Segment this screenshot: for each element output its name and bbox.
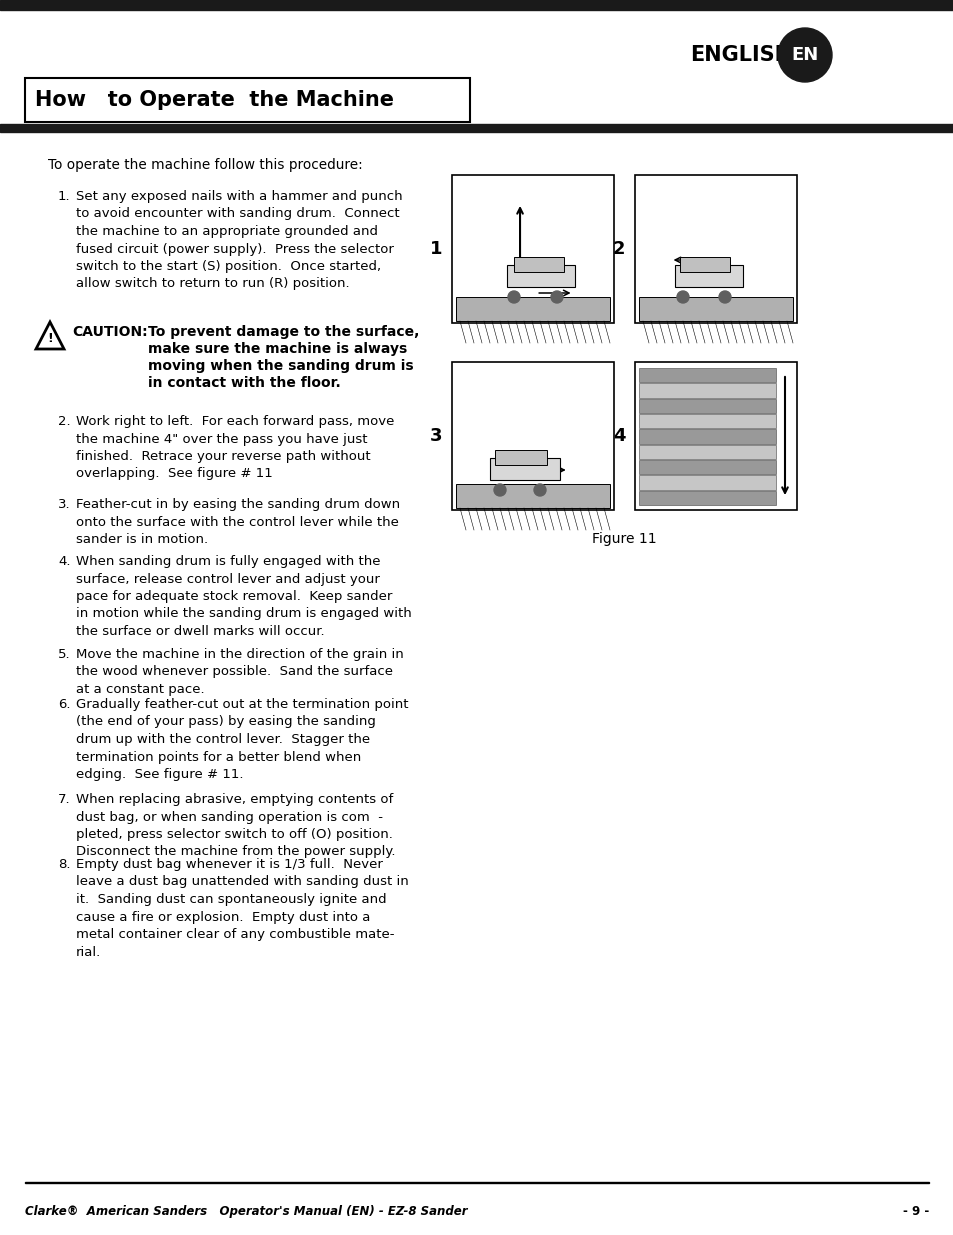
- Circle shape: [677, 291, 688, 303]
- Circle shape: [494, 484, 505, 496]
- Bar: [25, 1182, 928, 1183]
- Bar: [635, 175, 796, 324]
- Text: Empty dust bag whenever it is 1/3 full.  Never
leave a dust bag unattended with : Empty dust bag whenever it is 1/3 full. …: [76, 858, 408, 958]
- Text: ENGLISH: ENGLISH: [689, 44, 791, 65]
- Bar: [639, 430, 775, 443]
- Bar: [639, 296, 792, 321]
- Circle shape: [507, 291, 519, 303]
- Text: Set any exposed nails with a hammer and punch
to avoid encounter with sanding dr: Set any exposed nails with a hammer and …: [76, 190, 402, 290]
- Text: EN: EN: [791, 46, 818, 64]
- Text: Move the machine in the direction of the grain in
the wood whenever possible.  S: Move the machine in the direction of the…: [76, 648, 403, 697]
- Bar: [639, 490, 775, 505]
- Bar: [456, 484, 609, 508]
- Text: When sanding drum is fully engaged with the
surface, release control lever and a: When sanding drum is fully engaged with …: [76, 555, 412, 638]
- Bar: [639, 399, 775, 412]
- Text: 6.: 6.: [58, 698, 71, 711]
- Bar: [25, 78, 470, 122]
- Text: Work right to left.  For each forward pass, move
the machine 4" over the pass yo: Work right to left. For each forward pas…: [76, 415, 394, 480]
- Bar: [0, 124, 953, 132]
- Text: 1.: 1.: [58, 190, 71, 203]
- Bar: [635, 362, 796, 510]
- Text: make sure the machine is always: make sure the machine is always: [148, 342, 407, 356]
- Bar: [490, 458, 559, 480]
- Bar: [639, 383, 775, 398]
- Bar: [639, 445, 775, 459]
- Text: 2.: 2.: [58, 415, 71, 429]
- Bar: [639, 475, 775, 489]
- Text: How   to Operate  the Machine: How to Operate the Machine: [35, 90, 394, 110]
- Text: To operate the machine follow this procedure:: To operate the machine follow this proce…: [48, 158, 362, 172]
- Text: - 9 -: - 9 -: [902, 1205, 928, 1218]
- Text: Figure 11: Figure 11: [592, 532, 656, 546]
- Text: Gradually feather-cut out at the termination point
(the end of your pass) by eas: Gradually feather-cut out at the termina…: [76, 698, 408, 781]
- Text: 8.: 8.: [58, 858, 71, 871]
- Bar: [675, 266, 742, 287]
- Bar: [639, 459, 775, 474]
- Circle shape: [778, 28, 831, 82]
- Bar: [639, 414, 775, 429]
- Bar: [452, 362, 614, 510]
- Text: 4: 4: [612, 427, 624, 445]
- Bar: [0, 0, 953, 10]
- Bar: [506, 266, 575, 287]
- Text: 7.: 7.: [58, 793, 71, 806]
- Text: 2: 2: [612, 240, 624, 258]
- Bar: [639, 368, 775, 383]
- Text: Feather-cut in by easing the sanding drum down
onto the surface with the control: Feather-cut in by easing the sanding dru…: [76, 498, 399, 546]
- Circle shape: [551, 291, 562, 303]
- Bar: [495, 450, 546, 466]
- Text: moving when the sanding drum is: moving when the sanding drum is: [148, 359, 414, 373]
- Text: CAUTION:: CAUTION:: [71, 325, 148, 338]
- Text: To prevent damage to the surface,: To prevent damage to the surface,: [148, 325, 419, 338]
- Bar: [456, 296, 609, 321]
- Text: !: !: [47, 331, 52, 345]
- Text: When replacing abrasive, emptying contents of
dust bag, or when sanding operatio: When replacing abrasive, emptying conten…: [76, 793, 395, 858]
- Text: in contact with the floor.: in contact with the floor.: [148, 375, 340, 390]
- Bar: [679, 257, 729, 272]
- Text: 3: 3: [429, 427, 442, 445]
- Circle shape: [534, 484, 545, 496]
- Text: 5.: 5.: [58, 648, 71, 661]
- Text: Clarke®  American Sanders   Operator's Manual (EN) - EZ-8 Sander: Clarke® American Sanders Operator's Manu…: [25, 1205, 467, 1218]
- Text: 3.: 3.: [58, 498, 71, 511]
- Text: 1: 1: [429, 240, 442, 258]
- Bar: [452, 175, 614, 324]
- Circle shape: [719, 291, 730, 303]
- Text: 4.: 4.: [58, 555, 71, 568]
- Bar: [514, 257, 563, 272]
